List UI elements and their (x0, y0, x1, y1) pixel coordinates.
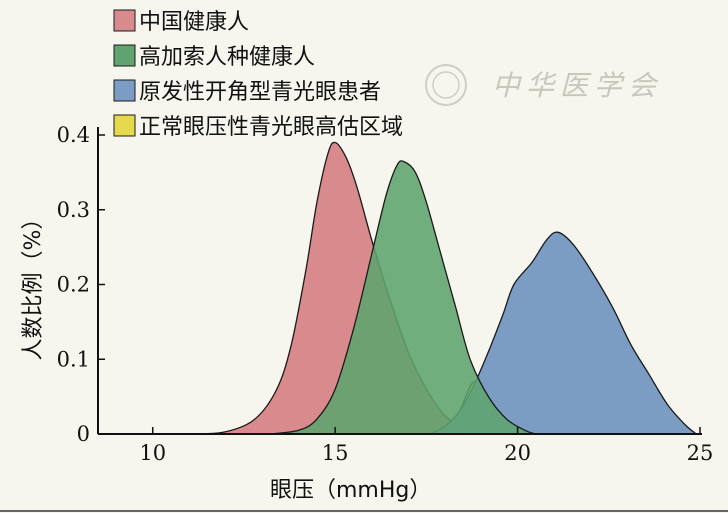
y-tick-label-3: 0.3 (57, 198, 90, 222)
y-tick-label-0: 0 (77, 422, 90, 446)
x-tick-label-25: 25 (687, 441, 714, 465)
x-tick-label-15: 15 (322, 441, 349, 465)
y-tick-label-1: 0.1 (57, 347, 90, 371)
watermark-seal-inner (432, 71, 460, 99)
x-tick-label-10: 10 (139, 441, 166, 465)
series-layer (195, 141, 698, 435)
x-tick-label-20: 20 (504, 441, 531, 465)
legend-label-3: 正常眼压性青光眼高估区域 (139, 115, 403, 140)
legend-swatch-2 (113, 79, 136, 102)
x-axis-title: 眼压（mmHg） (270, 478, 431, 503)
legend-swatch-0 (113, 9, 136, 32)
series-area-1 (268, 160, 537, 435)
legend-swatch-3 (113, 114, 136, 137)
legend-label-2: 原发性开角型青光眼患者 (139, 80, 381, 105)
legend-swatch-1 (113, 44, 136, 67)
watermark-seal-icon (425, 64, 467, 106)
legend-label-1: 高加索人种健康人 (139, 45, 315, 70)
axes-layer: 10 15 20 25 0 0.1 0.2 0.3 0.4 (57, 123, 714, 465)
y-tick-label-4: 0.4 (57, 123, 90, 147)
y-axis-title: 人数比例（%） (21, 208, 46, 361)
watermark-text: 中华医学会 (492, 69, 662, 102)
legend-label-0: 中国健康人 (139, 10, 249, 35)
y-tick-label-2: 0.2 (57, 273, 90, 297)
watermark: 中华医学会 (425, 64, 662, 106)
